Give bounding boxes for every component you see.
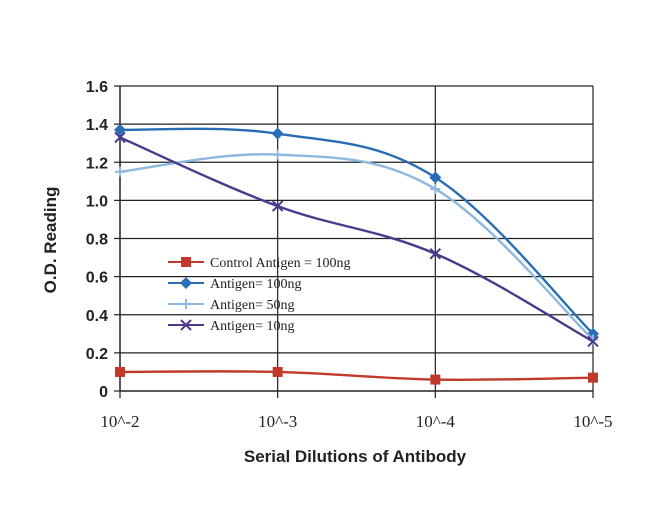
data-point [430,183,441,194]
x-tick-label: 10^-4 [416,412,456,431]
data-point [115,166,125,177]
data-point [430,374,441,385]
legend-marker [180,277,192,289]
series-1 [115,366,598,385]
data-point [429,171,442,184]
series-layer [114,123,599,385]
data-point [588,372,598,383]
y-tick-label: 1.0 [86,193,108,210]
series-4 [114,131,599,348]
series-line [119,153,594,341]
legend-marker [181,299,191,309]
series-line [119,370,594,382]
x-tick-label: 10^-5 [573,412,612,431]
legend-label: Control Antigen = 100ng [210,256,351,271]
y-tick-label: 1.6 [86,79,108,96]
y-tick-label: 0.2 [86,346,108,363]
legend-label: Antigen= 100ng [210,277,302,292]
label-layer: Serial Dilutions of Antibody O.D. Readin… [41,187,467,466]
legend-item: Antigen= 10ng [168,319,295,334]
data-point [114,123,126,136]
y-tick-label: 0.6 [86,270,108,287]
x-axis-title: Serial Dilutions of Antibody [244,447,467,466]
data-point [272,149,283,160]
x-tick-label: 10^-2 [100,412,139,431]
legend-item: Antigen= 50ng [168,298,295,313]
legend-item: Control Antigen = 100ng [168,256,351,271]
series-line [119,136,594,343]
x-tick-label: 10^-3 [258,412,297,431]
data-point [587,335,599,348]
legend-label: Antigen= 50ng [210,298,295,313]
legend-label: Antigen= 10ng [210,319,295,334]
data-point [271,127,284,140]
data-point [272,366,283,377]
data-point [115,366,125,377]
y-tick-label: 0.8 [86,232,108,249]
series-line [119,127,594,335]
legend-marker [180,319,192,331]
y-tick-label: 0.4 [86,308,108,325]
y-axis-title: O.D. Reading [41,187,60,294]
y-tick-label: 0 [99,384,108,401]
data-point [114,131,126,144]
legend-marker [181,257,191,267]
axis-layer: 0 0.2 0.4 0.6 0.8 1.0 1.2 1.4 1.6 10^-2 10^-3 10^-4… [86,79,613,431]
y-tick-label: 1.2 [86,155,108,172]
y-tick-label: 1.4 [86,117,108,134]
data-point [271,200,284,212]
grid-layer [120,85,594,391]
legend-item: Antigen= 100ng [168,277,302,292]
legend: Control Antigen = 100ng Antigen= 100ng Ant… [168,256,351,334]
data-point [429,248,442,260]
